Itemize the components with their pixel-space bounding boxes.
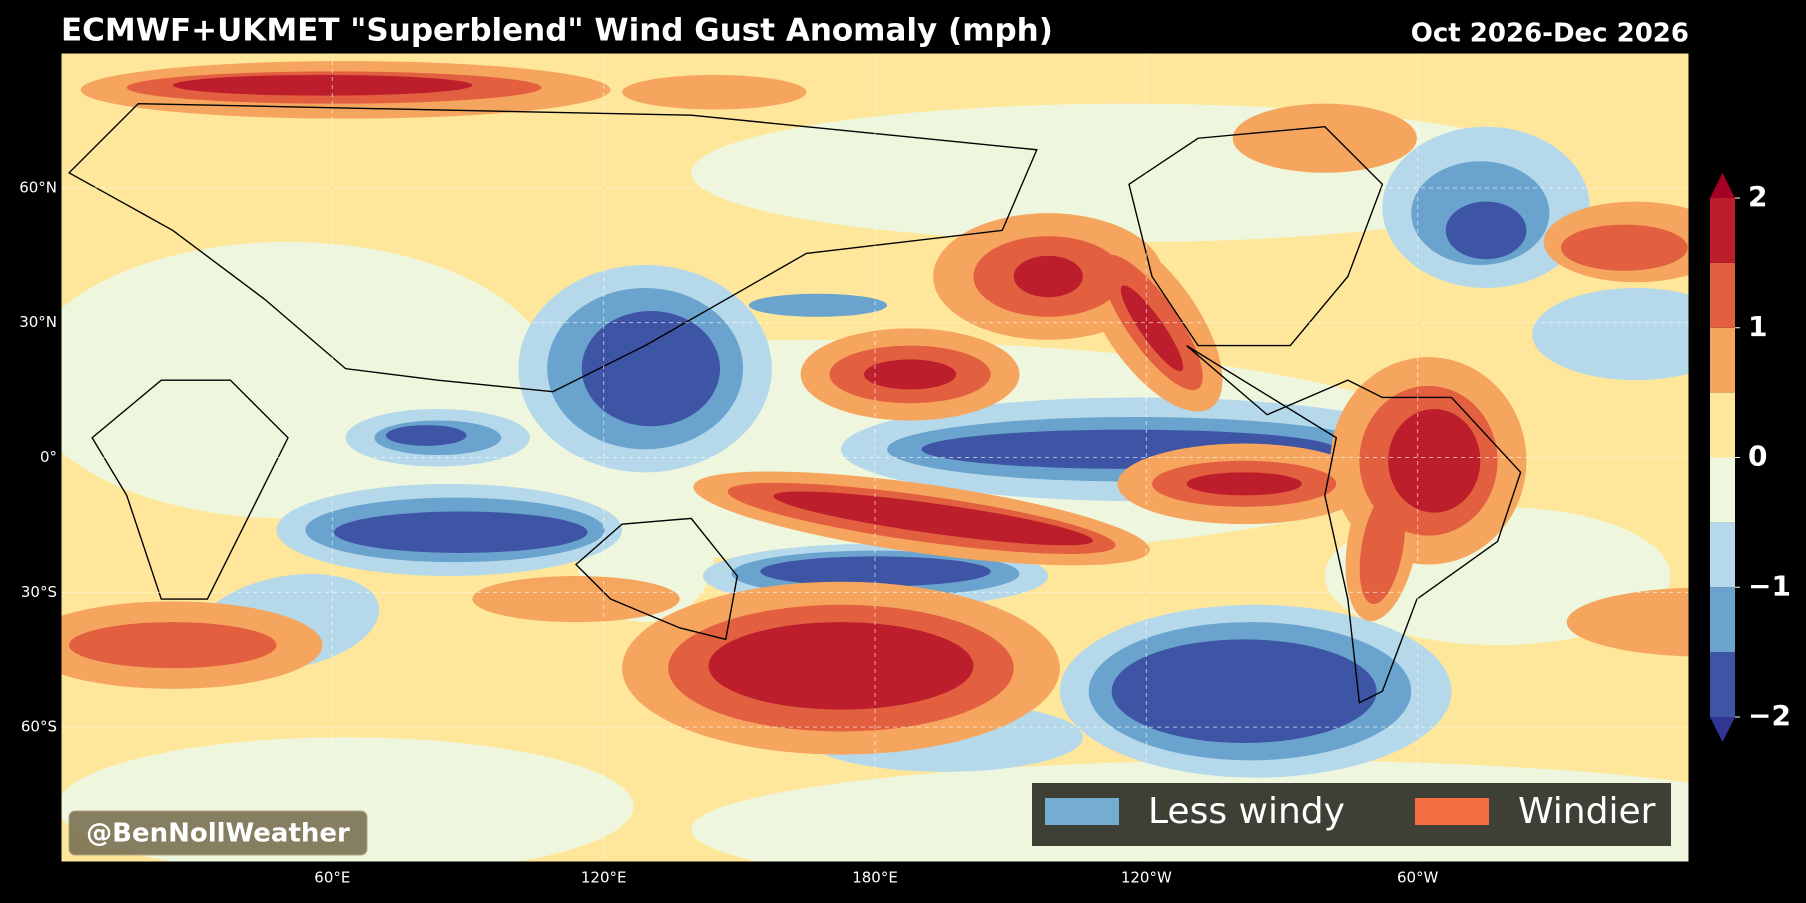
colorbar-bin	[1710, 457, 1735, 523]
anomaly-region	[1013, 255, 1083, 298]
anomaly-region	[1359, 490, 1406, 605]
anomaly-region	[334, 511, 588, 553]
anomaly-region	[760, 556, 991, 587]
colorbar-tick-label: −1	[1748, 569, 1791, 602]
anomaly-region	[581, 311, 720, 427]
watermark-box	[68, 810, 368, 856]
legend-box	[1032, 783, 1671, 846]
map-frame	[60, 52, 1690, 863]
colorbar-tick-label: 2	[1748, 180, 1767, 213]
colorbar-tick-label: 0	[1748, 440, 1767, 473]
anomaly-region	[708, 622, 974, 710]
anomaly-region	[748, 293, 888, 317]
legend-swatch	[1415, 798, 1489, 825]
anomaly-region	[172, 74, 473, 96]
colorbar-extend-over	[1710, 173, 1735, 198]
anomaly-region	[69, 622, 277, 669]
map-area	[61, 53, 1689, 862]
colorbar-tick-label: −2	[1748, 699, 1791, 732]
lat-tick-label: 30°S	[21, 583, 57, 601]
colorbar-bin	[1710, 392, 1735, 458]
coastline	[574, 517, 739, 641]
anomaly-region	[622, 74, 807, 110]
colorbar-tick-label: 1	[1748, 310, 1767, 343]
legend-label: Windier	[1518, 791, 1656, 832]
colorbar-bin	[1710, 587, 1735, 653]
anomaly-region	[1532, 288, 1689, 381]
anomaly-region	[1445, 201, 1527, 260]
coastline	[1128, 126, 1384, 347]
lon-tick-label: 120°W	[1121, 869, 1172, 887]
lat-tick-label: 60°S	[21, 718, 57, 736]
colorbar-bin	[1710, 652, 1735, 717]
anomaly-region	[1111, 639, 1377, 744]
anomaly-region	[1186, 472, 1302, 496]
lon-tick-label: 180°E	[852, 869, 898, 887]
coastline	[1186, 345, 1522, 704]
anomaly-region	[472, 576, 680, 623]
legend: Less windy Windier	[1032, 783, 1671, 846]
coastline	[91, 379, 289, 600]
colorbar-bin	[1710, 198, 1735, 263]
anomaly-region	[1120, 285, 1184, 372]
lon-tick-label: 60°W	[1397, 869, 1439, 887]
lat-tick-label: 30°N	[19, 313, 57, 331]
anomaly-region	[1232, 103, 1417, 173]
anomaly-region	[773, 491, 1093, 546]
title: ECMWF+UKMET "Superblend" Wind Gust Anoma…	[61, 13, 1053, 49]
anomaly-region	[864, 359, 957, 390]
legend-label: Less windy	[1148, 791, 1345, 832]
coastline	[67, 102, 1038, 393]
anomaly-region	[1566, 587, 1689, 657]
anomaly-region	[61, 241, 553, 519]
colorbar: 2 1 0 −1 −2	[1710, 173, 1791, 742]
colorbar-extend-under	[1710, 717, 1735, 742]
anomaly-region	[1560, 224, 1688, 271]
lat-tick-label: 0°	[40, 448, 57, 466]
legend-swatch	[1045, 798, 1119, 825]
lon-tick-label: 120°E	[581, 869, 627, 887]
watermark: @BenNollWeather	[86, 819, 350, 849]
subtitle: Oct 2026-Dec 2026	[1411, 19, 1689, 49]
anomaly-region	[385, 425, 467, 446]
anomaly-region	[1388, 408, 1481, 513]
colorbar-bin	[1710, 327, 1735, 393]
lon-tick-label: 60°E	[314, 869, 350, 887]
colorbar-bin	[1710, 262, 1735, 328]
lat-tick-label: 60°N	[19, 178, 57, 196]
colorbar-bin	[1710, 522, 1735, 588]
